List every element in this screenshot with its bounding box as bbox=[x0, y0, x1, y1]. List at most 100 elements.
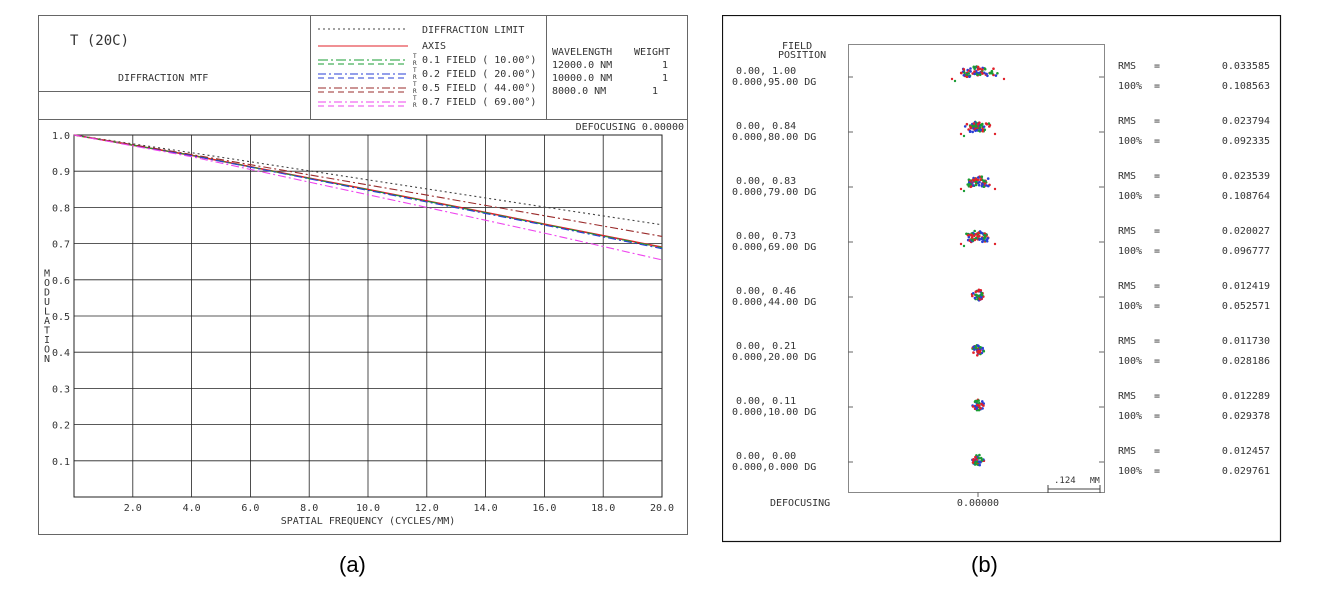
spot-ray-dot bbox=[976, 178, 980, 182]
mtf-series-line-0 bbox=[73, 134, 663, 226]
spot-rows: 0.00, 1.000.000,95.00 DG RMS = 0.033585 100%… bbox=[732, 61, 1270, 497]
spot-ray-dot bbox=[980, 175, 984, 178]
mtf-x-tick-label: 14.0 bbox=[474, 503, 498, 514]
wavelength-value: 12000.0 NM bbox=[552, 60, 612, 71]
rms-value: 0.020027 bbox=[1222, 226, 1270, 237]
spot-ray-dot bbox=[975, 407, 978, 410]
spot-ray-dot bbox=[972, 345, 975, 349]
spot-ray-dot bbox=[977, 344, 980, 348]
rms-label: RMS bbox=[1118, 116, 1136, 127]
spot-ray-dot bbox=[972, 458, 975, 461]
p100-label: 100% bbox=[1118, 136, 1142, 147]
spot-ray-dot bbox=[959, 71, 963, 75]
p100-value: 0.052571 bbox=[1222, 301, 1270, 312]
rms-label: RMS bbox=[1118, 281, 1136, 292]
spot-ray-dot bbox=[976, 354, 979, 357]
spot-ray-dot bbox=[969, 185, 973, 189]
spot-ray-dot bbox=[972, 122, 976, 125]
spot-pattern bbox=[959, 229, 997, 248]
rms-eq: = bbox=[1154, 116, 1160, 127]
field-angle-value: 0.000,20.00 DG bbox=[732, 352, 816, 363]
spot-ray-dot bbox=[993, 242, 997, 246]
wavelength-value: 10000.0 NM bbox=[552, 73, 612, 84]
p100-value: 0.108563 bbox=[1222, 81, 1270, 92]
legend-tr-mark-r: R bbox=[413, 74, 417, 81]
mtf-x-tick-label: 2.0 bbox=[124, 503, 142, 514]
spot-ray-dot bbox=[973, 178, 977, 182]
spot-ray-dot bbox=[982, 185, 986, 188]
spot-ray-dot bbox=[950, 77, 954, 81]
spot-ray-dot bbox=[971, 130, 974, 134]
weight-value: 1 bbox=[662, 73, 668, 84]
spot-ray-dot bbox=[979, 178, 982, 182]
legend-label-4: 0.5 FIELD ( 44.00°) bbox=[422, 83, 536, 94]
spot-ray-dot bbox=[978, 73, 982, 77]
mtf-chart-panel: T (20C) DIFFRACTION MTF DIFFRACTION LIMI… bbox=[38, 15, 688, 535]
legend-tr-mark-r: R bbox=[413, 60, 417, 67]
spot-ray-dot bbox=[993, 132, 997, 136]
spot-ray-dot bbox=[977, 456, 981, 460]
mtf-x-tick-label: 20.0 bbox=[650, 503, 674, 514]
mtf-subtitle: DIFFRACTION MTF bbox=[118, 73, 208, 84]
caption-b: (b) bbox=[971, 552, 998, 577]
legend-label-5: 0.7 FIELD ( 69.00°) bbox=[422, 97, 536, 108]
p100-eq: = bbox=[1154, 246, 1160, 257]
spot-ray-dot bbox=[977, 399, 980, 402]
spot-ray-dot bbox=[986, 177, 990, 180]
p100-value: 0.029761 bbox=[1222, 466, 1270, 477]
spot-ray-dot bbox=[976, 65, 980, 69]
spot-ray-dot bbox=[977, 181, 980, 184]
spot-ray-dot bbox=[977, 183, 981, 187]
spot-ray-dot bbox=[970, 233, 973, 237]
p100-eq: = bbox=[1154, 411, 1160, 422]
rms-value: 0.012457 bbox=[1222, 446, 1270, 457]
mtf-x-tick-label: 10.0 bbox=[356, 503, 380, 514]
field-header-line1: FIELD bbox=[782, 41, 812, 52]
spot-ray-dot bbox=[993, 187, 997, 191]
spot-ray-dot bbox=[978, 67, 982, 71]
spot-ray-dot bbox=[987, 122, 991, 125]
spot-ray-dot bbox=[982, 404, 985, 407]
spot-plot-box bbox=[848, 44, 1105, 493]
spot-ray-dot bbox=[976, 403, 979, 407]
rms-label: RMS bbox=[1118, 391, 1136, 402]
spot-ray-dot bbox=[968, 130, 972, 133]
rms-eq: = bbox=[1154, 336, 1160, 347]
spot-ray-dot bbox=[970, 236, 974, 239]
legend-tr-mark-t: T bbox=[413, 67, 417, 74]
spot-ray-dot bbox=[959, 132, 963, 136]
spot-ray-dot bbox=[971, 124, 975, 128]
spot-ray-dot bbox=[974, 455, 977, 459]
spot-ray-dot bbox=[975, 125, 978, 128]
rms-value: 0.011730 bbox=[1222, 336, 1270, 347]
caption-a: (a) bbox=[339, 552, 366, 577]
field-position-value: 0.00, 0.83 bbox=[736, 176, 796, 187]
p100-label: 100% bbox=[1118, 356, 1142, 367]
spot-ray-dot bbox=[979, 128, 982, 132]
rms-eq: = bbox=[1154, 226, 1160, 237]
rms-value: 0.023794 bbox=[1222, 116, 1270, 127]
spot-ray-dot bbox=[980, 237, 984, 240]
spot-diagram-panel: FIELD POSITION 0.00, 1.000.000,95.00 DG R… bbox=[722, 15, 1282, 543]
spot-ray-dot bbox=[978, 297, 982, 301]
spot-ray-dot bbox=[977, 288, 981, 292]
spot-defocusing-value: 0.00000 bbox=[957, 498, 999, 509]
spot-ray-dot bbox=[973, 72, 976, 76]
spot-ray-dot bbox=[973, 296, 977, 300]
spot-ray-dot bbox=[980, 402, 983, 406]
wavelength-header: WAVELENGTH bbox=[552, 47, 612, 58]
spot-ray-dot bbox=[981, 407, 984, 410]
spot-ray-dot bbox=[978, 453, 981, 457]
mtf-x-tick-label: 18.0 bbox=[591, 503, 615, 514]
spot-ray-dot bbox=[971, 238, 974, 242]
spot-ray-dot bbox=[974, 232, 978, 236]
rms-value: 0.012419 bbox=[1222, 281, 1270, 292]
spot-ray-dot bbox=[981, 346, 984, 350]
spot-ray-dot bbox=[974, 183, 978, 187]
mtf-x-tick-label: 4.0 bbox=[183, 503, 201, 514]
spot-ray-dot bbox=[985, 72, 988, 76]
spot-ray-dot bbox=[971, 178, 975, 182]
spot-ray-dot bbox=[983, 182, 987, 185]
mtf-y-tick-label: 0.9 bbox=[52, 167, 70, 178]
mtf-series-line-3 bbox=[73, 134, 663, 250]
